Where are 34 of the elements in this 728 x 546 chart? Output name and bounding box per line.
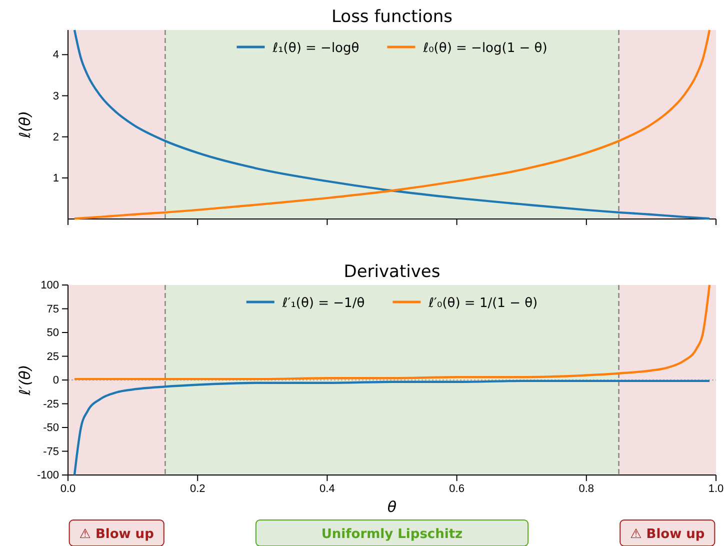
y-tick-label: 0	[52, 374, 59, 387]
text: Uniformly Lipschitz	[321, 527, 463, 542]
chart-title: Derivatives	[344, 262, 440, 282]
y-tick-label: 50	[46, 327, 59, 340]
y-axis-title: ℓ′(θ)	[16, 364, 34, 396]
legend-label: ℓ′₁(θ) = −1/θ	[281, 296, 365, 311]
x-tick-label: 0.8	[578, 482, 594, 495]
text: ⚠ Blow up	[630, 527, 705, 542]
x-tick-label: 0.2	[190, 482, 206, 495]
legend-label: ℓ₀(θ) = −log(1 − θ)	[422, 41, 548, 56]
y-tick-label: 75	[46, 303, 59, 316]
x-tick-label: 1.0	[708, 482, 724, 495]
line-series	[73, 284, 711, 380]
chart-title: Loss functions	[332, 7, 453, 27]
y-tick-label: 3	[52, 90, 59, 102]
line-series	[73, 28, 711, 220]
line-series	[73, 380, 711, 476]
legend-label: ℓ₁(θ) = −logθ	[272, 41, 360, 56]
y-tick-label: -25	[43, 398, 59, 410]
x-tick-label: 0.4	[320, 482, 335, 495]
y-tick-label: -100	[36, 470, 59, 482]
y-tick-label: 1	[52, 172, 59, 184]
x-tick-label: 0.6	[449, 482, 464, 495]
y-tick-label: 100	[40, 280, 59, 292]
text: ⚠ Blow up	[79, 527, 154, 542]
y-tick-label: 4	[52, 49, 59, 62]
legend-label: ℓ′₀(θ) = 1/(1 − θ)	[428, 296, 538, 311]
y-tick-label: 2	[52, 131, 59, 144]
y-tick-label: 25	[46, 350, 59, 363]
x-axis-title: θ	[387, 498, 397, 516]
y-tick-label: -50	[43, 422, 59, 434]
x-tick-label: 0.0	[60, 482, 76, 495]
y-tick-label: -75	[43, 446, 59, 458]
y-axis-title: ℓ(θ)	[16, 110, 34, 140]
